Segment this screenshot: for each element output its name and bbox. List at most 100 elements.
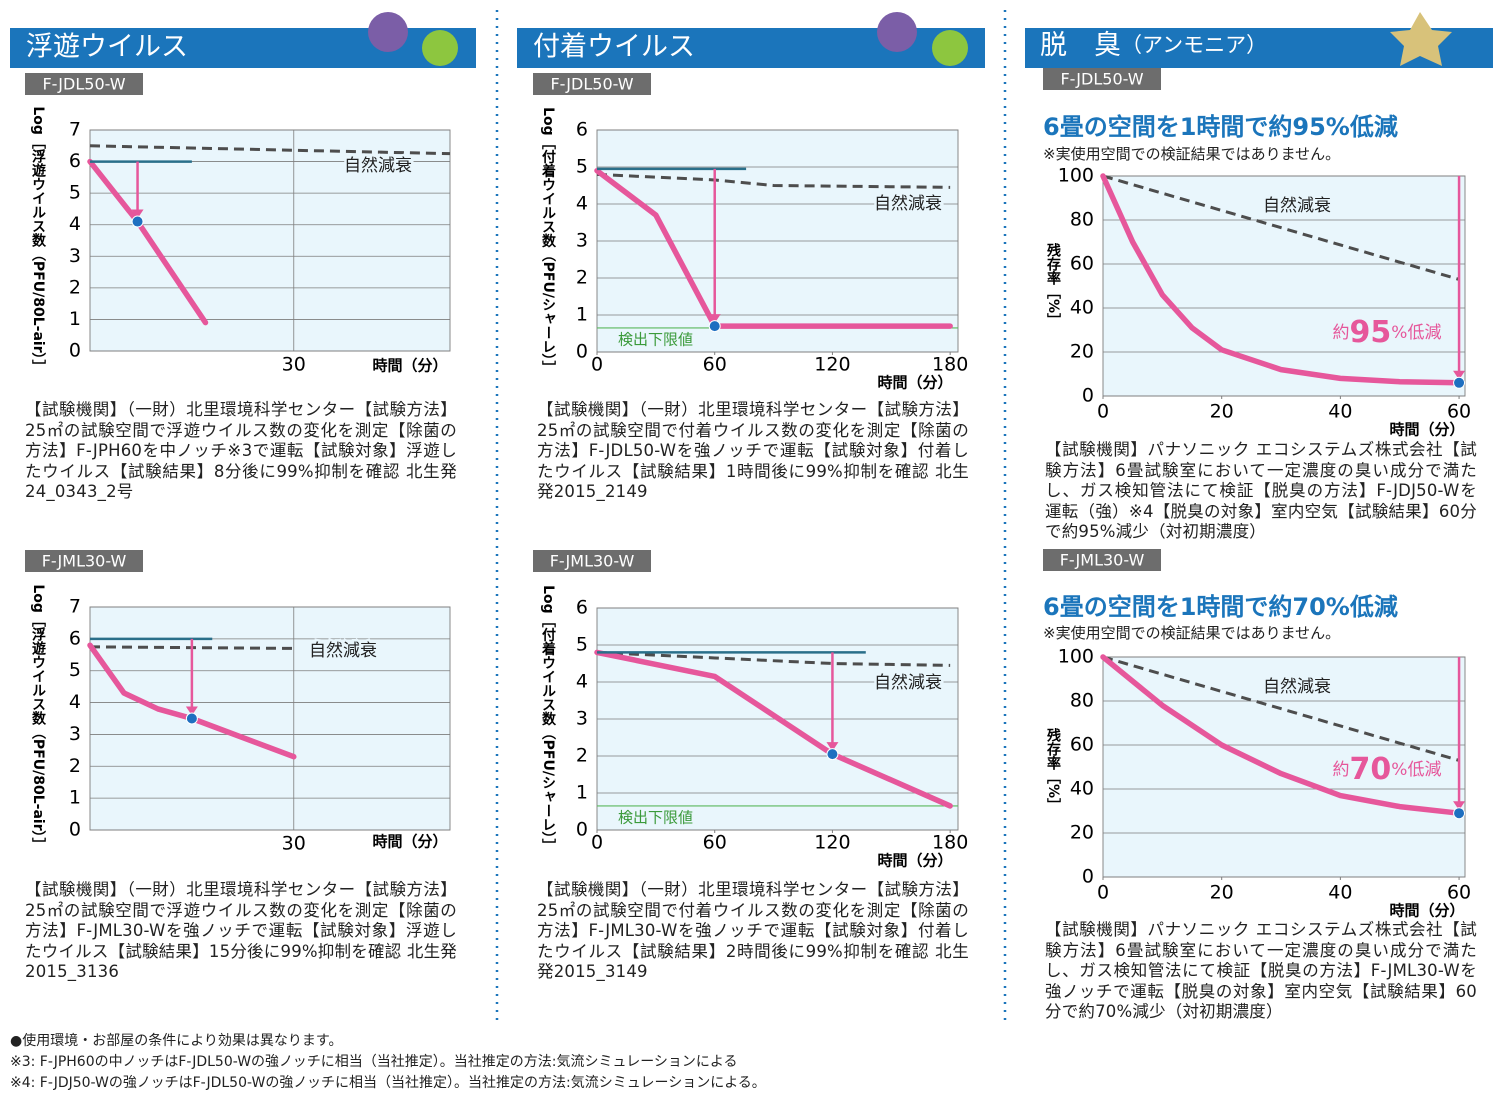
plot-area: [1102, 175, 1466, 397]
y-tick-label: 0: [1082, 385, 1094, 407]
headline: 6畳の空間を1時間で約70%低減: [1043, 593, 1398, 621]
x-tick-label: 0: [591, 354, 603, 376]
device-line: [594, 167, 953, 329]
arrow-head: [708, 314, 721, 324]
y-tick-label: 80: [1070, 690, 1094, 712]
arrow-head: [1453, 801, 1466, 811]
description: 【試験機関】（一財）北里環境科学センター【試験方法】25㎡の試験空間で付着ウイル…: [537, 880, 969, 982]
x-tick-label: 60: [703, 354, 727, 376]
y-tick-label: 100: [1058, 165, 1094, 187]
model-label: F-JDL50-W: [1060, 70, 1143, 89]
model-label: F-JML30-W: [42, 552, 127, 571]
y-tick-label: 2: [576, 745, 588, 767]
y-tick-label: 6: [576, 119, 588, 141]
y-tick-label: 7: [69, 596, 81, 618]
odor-icon: [1390, 12, 1452, 66]
x-tick-label: 0: [1097, 882, 1109, 904]
y-tick-label: 5: [69, 182, 81, 204]
y-tick-label: 5: [576, 634, 588, 656]
reduction-label-part: 70: [1350, 752, 1392, 787]
y-tick-label: 1: [69, 308, 81, 330]
plot-area: [89, 606, 451, 831]
section-title: 浮遊ウイルス: [26, 32, 188, 63]
y-axis-label: 残存率［%］: [1045, 242, 1061, 327]
reduction-label-part: 95: [1350, 315, 1392, 350]
y-tick-label: 4: [576, 671, 588, 693]
y-tick-label: 3: [69, 723, 81, 745]
x-tick-label: 0: [1097, 401, 1109, 423]
model-label: F-JML30-W: [550, 552, 635, 571]
y-tick-label: 0: [69, 819, 81, 841]
device-line: [594, 649, 953, 809]
section-headers: 浮遊ウイルス 付着ウイルス 脱 臭（アンモニア）: [10, 12, 1493, 68]
y-tick-label: 2: [69, 276, 81, 298]
y-tick-label: 40: [1070, 297, 1094, 319]
y-tick-label: 100: [1058, 646, 1094, 668]
virus-icon: [932, 30, 968, 66]
natural-decay-line: [1102, 655, 1460, 762]
x-tick-label: 60: [1447, 401, 1471, 423]
arrow-head: [1453, 370, 1466, 380]
series-annotation: 自然減衰: [874, 673, 942, 693]
y-tick-label: 4: [69, 213, 81, 235]
y-tick-label: 1: [576, 304, 588, 326]
result-point: [826, 748, 839, 761]
reduction-label-part: 約: [1333, 760, 1350, 780]
x-axis-label: 時間（分）: [372, 833, 447, 851]
description: 【試験機関】（一財）北里環境科学センター【試験方法】25㎡の試験空間で浮遊ウイル…: [25, 400, 457, 502]
device-line: [87, 642, 297, 760]
x-tick-label: 40: [1328, 882, 1352, 904]
x-tick-label: 120: [814, 832, 850, 854]
x-tick-label: 60: [703, 832, 727, 854]
section-subtitle: （アンモニア）: [1121, 33, 1267, 57]
reduction-label: 約70%低減: [1333, 752, 1442, 787]
device-line: [1100, 173, 1462, 386]
y-tick-label: 2: [69, 755, 81, 777]
model-tag: [533, 550, 651, 572]
model-tag: [533, 73, 651, 95]
arrow-head: [131, 209, 144, 219]
x-tick-label: 30: [282, 354, 306, 376]
model-label: F-JDL50-W: [42, 75, 125, 94]
x-axis-label: 時間（分）: [877, 852, 952, 870]
description: 【試験機関】（一財）北里環境科学センター【試験方法】25㎡の試験空間で浮遊ウイル…: [25, 880, 457, 982]
y-axis-label: Log［付着ウイルス数（PFU/シャーレ）］: [540, 585, 557, 853]
arrow-head: [185, 706, 198, 716]
model-tag: [1043, 68, 1161, 90]
natural-decay-line: [1102, 174, 1460, 281]
natural-decay-line: [89, 144, 451, 156]
headline: 6畳の空間を1時間で約95%低減: [1043, 113, 1398, 141]
y-tick-label: 6: [576, 597, 588, 619]
x-tick-label: 40: [1328, 401, 1352, 423]
y-tick-label: 1: [576, 782, 588, 804]
result-point: [708, 320, 721, 333]
footnote: ●使用環境・お部屋の条件により効果は異なります。: [10, 1033, 343, 1049]
result-point: [1453, 376, 1466, 389]
model-tag: [1043, 549, 1161, 571]
model-tag: [25, 73, 143, 95]
device-line: [1100, 654, 1462, 816]
natural-decay-line: [596, 650, 951, 667]
reduction-label-part: %低減: [1391, 323, 1441, 343]
y-tick-label: 0: [576, 819, 588, 841]
virus-icon: [877, 12, 917, 52]
section-title-main: 脱 臭: [1040, 30, 1121, 61]
natural-decay-line: [596, 172, 951, 189]
y-axis-label: 残存率［%］: [1045, 727, 1061, 812]
y-tick-label: 4: [69, 691, 81, 713]
y-axis-label: Log［付着ウイルス数（PFU/シャーレ）］: [540, 107, 557, 375]
model-label: F-JDL50-W: [550, 75, 633, 94]
reduction-label-part: 約: [1333, 323, 1350, 343]
footnote: ※4: F-JDJ50-Wの強ノッチはF-JDL50-Wの強ノッチに相当（当社推…: [10, 1075, 766, 1091]
x-tick-label: 30: [282, 833, 306, 855]
note: ※実使用空間での検証結果ではありません。: [1043, 624, 1341, 642]
x-axis-label: 時間（分）: [1389, 902, 1464, 920]
y-tick-label: 0: [576, 341, 588, 363]
y-tick-label: 2: [576, 267, 588, 289]
y-tick-label: 1: [69, 787, 81, 809]
description: 【試験機関】（一財）北里環境科学センター【試験方法】25㎡の試験空間で付着ウイル…: [537, 400, 969, 502]
description: 【試験機関】パナソニック エコシステムズ株式会社【試験方法】6畳試験室において一…: [1045, 440, 1477, 542]
reduction-label-part: %低減: [1391, 760, 1441, 780]
y-tick-label: 7: [69, 119, 81, 141]
x-tick-label: 60: [1447, 882, 1471, 904]
